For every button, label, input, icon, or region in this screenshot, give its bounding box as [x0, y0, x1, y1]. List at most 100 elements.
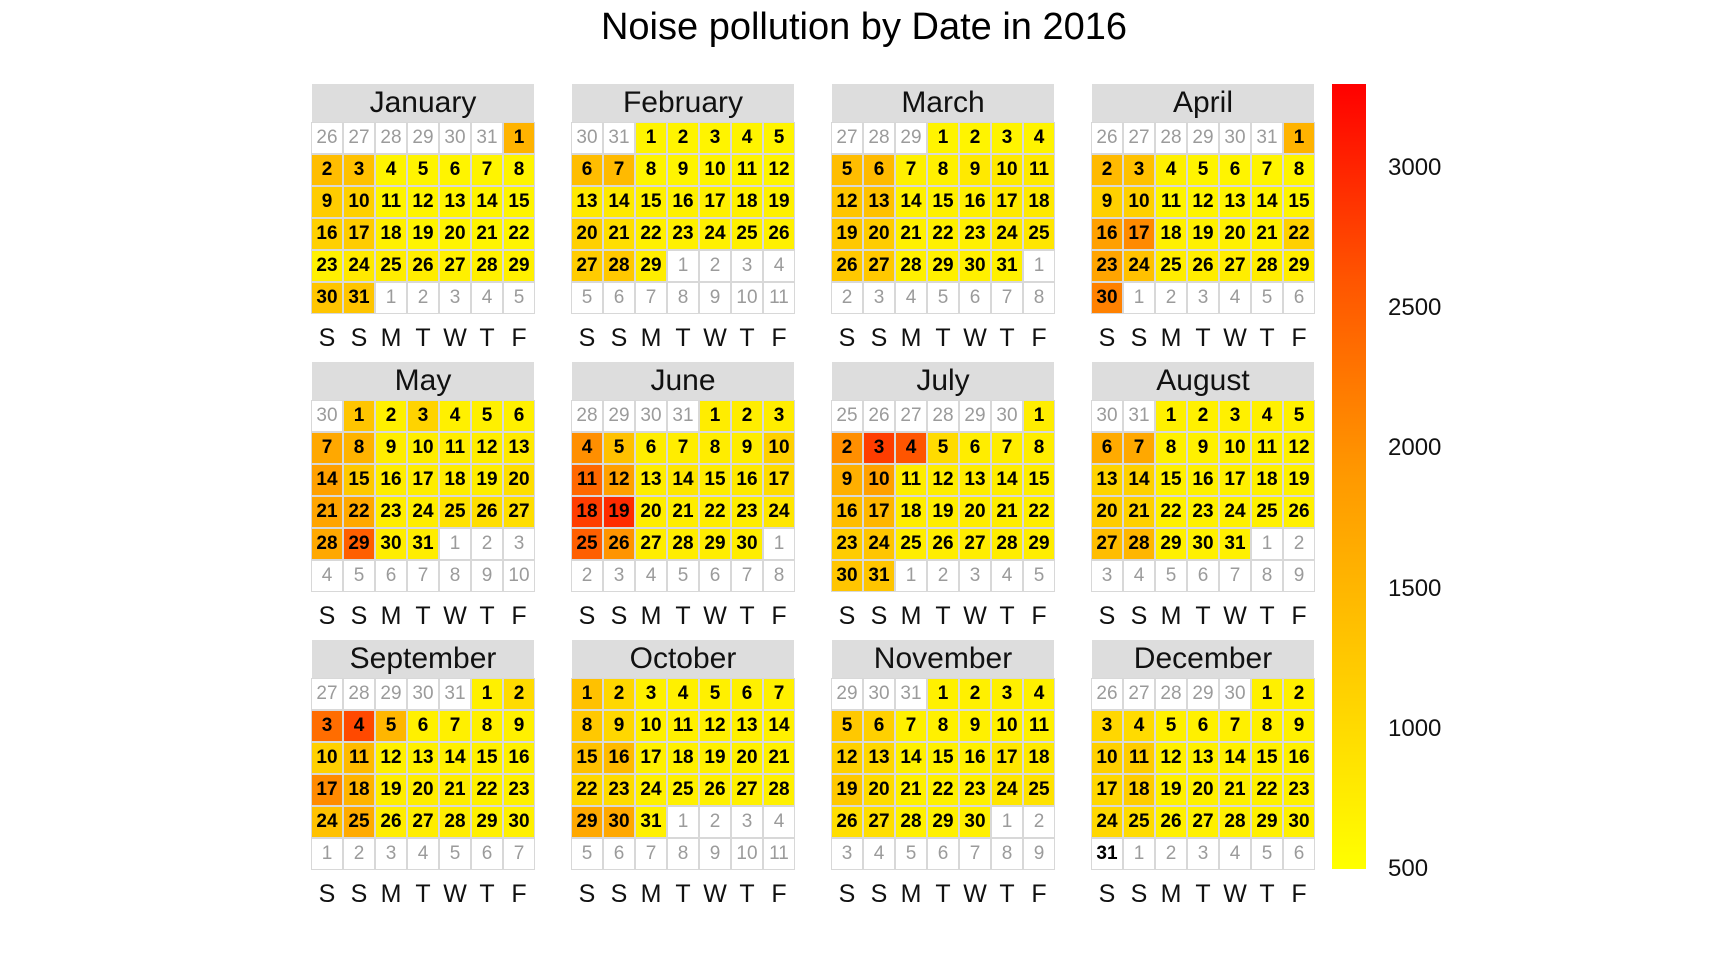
day-cell-outside: 27: [1123, 678, 1155, 710]
day-cell: 27: [1187, 806, 1219, 838]
day-cell: 16: [831, 496, 863, 528]
day-cell: 20: [863, 774, 895, 806]
weekday-label: M: [1160, 880, 1182, 908]
weekday-label: S: [1130, 324, 1148, 352]
day-cell: 12: [375, 742, 407, 774]
day-cell: 13: [439, 186, 471, 218]
day-cell-outside: 29: [1187, 122, 1219, 154]
day-cell-outside: 7: [1219, 560, 1251, 592]
day-cell: 29: [1251, 806, 1283, 838]
day-cell-outside: 5: [1023, 560, 1055, 592]
day-cell: 4: [571, 432, 603, 464]
day-cell: 26: [927, 528, 959, 560]
day-cell: 1: [699, 400, 731, 432]
day-cell: 30: [959, 250, 991, 282]
day-cell: 4: [895, 432, 927, 464]
day-cell: 26: [407, 250, 439, 282]
weekday-label: T: [479, 602, 495, 630]
day-cell: 3: [311, 710, 343, 742]
day-cell-outside: 2: [927, 560, 959, 592]
day-cell-outside: 9: [699, 838, 731, 870]
day-cell: 14: [603, 186, 635, 218]
day-cell-outside: 6: [1283, 838, 1315, 870]
day-cell: 20: [1187, 774, 1219, 806]
weekday-label: T: [1195, 602, 1211, 630]
day-cell-outside: 29: [375, 678, 407, 710]
day-cell: 14: [1123, 464, 1155, 496]
day-cell-outside: 4: [1219, 838, 1251, 870]
day-cell: 1: [571, 678, 603, 710]
legend-tick-label: 2000: [1388, 434, 1442, 462]
day-cell: 2: [1283, 678, 1315, 710]
day-cell: 31: [1219, 528, 1251, 560]
day-cell-outside: 30: [991, 400, 1023, 432]
day-cell-outside: 29: [603, 400, 635, 432]
day-cell: 2: [731, 400, 763, 432]
day-cell: 1: [343, 400, 375, 432]
month-title: September: [312, 640, 534, 678]
day-cell: 27: [571, 250, 603, 282]
day-cell: 5: [407, 154, 439, 186]
day-cell: 24: [311, 806, 343, 838]
day-cell: 13: [407, 742, 439, 774]
day-cell-outside: 2: [407, 282, 439, 314]
day-cell: 16: [503, 742, 535, 774]
day-cell: 3: [991, 122, 1023, 154]
weekday-label: F: [1031, 324, 1047, 352]
day-cell: 12: [407, 186, 439, 218]
day-cell: 1: [1251, 678, 1283, 710]
day-cell: 7: [1219, 710, 1251, 742]
day-cell: 20: [503, 464, 535, 496]
day-cell: 28: [603, 250, 635, 282]
day-cell: 9: [503, 710, 535, 742]
day-cell: 13: [571, 186, 603, 218]
day-cell: 26: [603, 528, 635, 560]
day-cell: 9: [831, 464, 863, 496]
weekday-label: W: [963, 880, 987, 908]
day-cell-outside: 4: [1123, 560, 1155, 592]
day-cell: 4: [1251, 400, 1283, 432]
day-cell: 21: [1219, 774, 1251, 806]
day-cell: 23: [831, 528, 863, 560]
day-cell: 2: [959, 122, 991, 154]
day-cell: 12: [1187, 186, 1219, 218]
month-title: July: [832, 362, 1054, 400]
day-cell: 23: [603, 774, 635, 806]
day-cell-outside: 7: [503, 838, 535, 870]
day-cell-outside: 26: [311, 122, 343, 154]
day-cell-outside: 4: [407, 838, 439, 870]
day-cell: 29: [1023, 528, 1055, 560]
day-cell: 15: [343, 464, 375, 496]
legend-tick-label: 1000: [1388, 714, 1442, 742]
day-cell-outside: 10: [731, 282, 763, 314]
day-cell: 4: [1123, 710, 1155, 742]
day-cell: 18: [1155, 218, 1187, 250]
day-cell-outside: 11: [763, 838, 795, 870]
weekday-label: T: [415, 324, 431, 352]
day-cell: 21: [895, 774, 927, 806]
day-cell: 6: [1219, 154, 1251, 186]
day-cell: 4: [375, 154, 407, 186]
day-cell: 18: [375, 218, 407, 250]
weekday-label: M: [380, 324, 402, 352]
day-cell-outside: 3: [959, 560, 991, 592]
day-cell: 7: [1123, 432, 1155, 464]
day-cell: 19: [471, 464, 503, 496]
weekday-label: M: [380, 880, 402, 908]
day-cell: 12: [831, 742, 863, 774]
day-cell-outside: 27: [343, 122, 375, 154]
day-cell: 23: [311, 250, 343, 282]
day-cell: 25: [667, 774, 699, 806]
day-cell-outside: 27: [311, 678, 343, 710]
day-cell-outside: 6: [1187, 560, 1219, 592]
day-cell: 17: [635, 742, 667, 774]
day-cell-outside: 2: [1023, 806, 1055, 838]
day-cell: 16: [1187, 464, 1219, 496]
day-cell: 9: [1187, 432, 1219, 464]
day-cell: 25: [1123, 806, 1155, 838]
day-cell: 17: [1219, 464, 1251, 496]
day-cell-outside: 28: [863, 122, 895, 154]
weekday-label: T: [1259, 880, 1275, 908]
day-cell: 31: [407, 528, 439, 560]
weekday-label: S: [1130, 880, 1148, 908]
